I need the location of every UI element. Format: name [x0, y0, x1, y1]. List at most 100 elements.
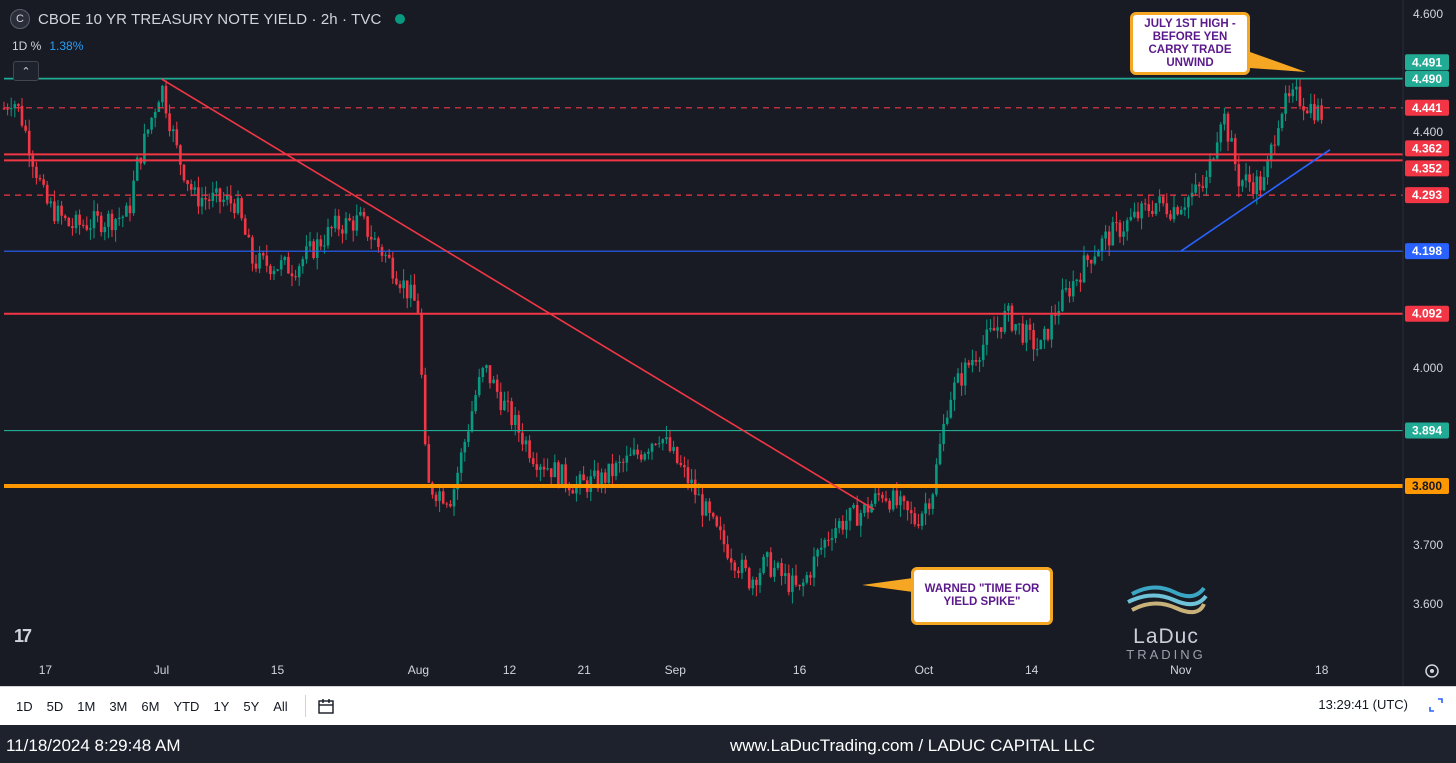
- candle-body: [42, 179, 45, 185]
- candle-body: [103, 226, 107, 233]
- candle-body: [359, 211, 362, 216]
- candle-body: [1079, 279, 1082, 283]
- candle-body: [665, 437, 668, 440]
- candle-body: [1082, 255, 1086, 283]
- range-button-1m[interactable]: 1M: [77, 698, 96, 714]
- candle-body: [506, 400, 510, 402]
- footer-brand: www.LaDucTrading.com / LADUC CAPITAL LLC: [730, 736, 1095, 755]
- candle-body: [445, 503, 449, 505]
- candle-body: [603, 472, 607, 483]
- callout-pointer: [862, 578, 913, 592]
- candle-body: [1172, 207, 1176, 220]
- candle-body: [485, 365, 488, 368]
- candle-body: [726, 544, 729, 559]
- candle-body: [647, 451, 650, 454]
- candle-body: [837, 520, 841, 529]
- candle-body: [269, 265, 272, 275]
- candle-body: [855, 504, 859, 526]
- candle-body: [6, 108, 9, 110]
- candle-body: [1032, 330, 1035, 350]
- candle-body: [1158, 196, 1161, 204]
- candle-body: [107, 213, 110, 227]
- candle-body: [877, 493, 881, 495]
- candle-body: [629, 454, 632, 456]
- candle-body: [99, 215, 103, 233]
- candle-body: [686, 467, 690, 484]
- candle-body: [1266, 159, 1269, 178]
- candle-body: [297, 266, 301, 278]
- candle-body: [168, 113, 171, 132]
- candle-body: [1194, 184, 1197, 193]
- candle-body: [1118, 222, 1122, 237]
- date-range-calendar-icon[interactable]: [316, 696, 336, 716]
- candle-body: [1039, 339, 1043, 350]
- candle-body: [467, 431, 470, 442]
- candle-body: [535, 464, 539, 470]
- candle-body: [492, 379, 495, 384]
- candle-body: [287, 256, 290, 274]
- price-chart[interactable]: 4.491 4.490 4.441 4.362 4.352 4.293 4.198 4.092…: [0, 0, 1456, 686]
- candle-body: [1244, 174, 1248, 181]
- range-button-ytd[interactable]: YTD: [173, 698, 200, 714]
- candle-body: [398, 284, 402, 289]
- candle-body: [1197, 184, 1201, 187]
- symbol-title[interactable]: CBOE 10 YR TREASURY NOTE YIELD · 2h · TV…: [38, 10, 382, 28]
- candle-body: [423, 374, 427, 445]
- candle-body: [449, 503, 452, 507]
- settings-gear-icon[interactable]: [1425, 664, 1439, 678]
- range-button-5y[interactable]: 5Y: [243, 698, 260, 714]
- range-button-1d[interactable]: 1D: [16, 698, 33, 714]
- range-button-5d[interactable]: 5D: [46, 698, 64, 714]
- candle-body: [614, 463, 618, 477]
- callout-yield-spike: WARNED "TIME FOR YIELD SPIKE": [911, 567, 1053, 625]
- y-tick-label: 3.600: [1413, 597, 1443, 611]
- candle-body: [607, 463, 611, 483]
- range-button-3m[interactable]: 3M: [109, 698, 128, 714]
- candle-body: [960, 373, 963, 386]
- candle-body: [1219, 124, 1223, 143]
- chevron-up-icon: ⌃: [21, 65, 31, 78]
- collapse-legend-button[interactable]: ⌃: [13, 61, 39, 81]
- chart-area[interactable]: 4.491 4.490 4.441 4.362 4.352 4.293 4.198 4.092…: [0, 0, 1456, 686]
- candle-body: [524, 440, 528, 445]
- candle-body: [405, 280, 409, 299]
- candle-body: [211, 192, 215, 201]
- price-tag: [1405, 70, 1449, 87]
- candle-body: [729, 558, 733, 563]
- candle-body: [56, 205, 60, 222]
- candle-body: [1259, 176, 1262, 191]
- candle-body: [528, 440, 531, 459]
- callout-pointer: [1250, 52, 1306, 72]
- candle-body: [225, 195, 229, 200]
- candle-body: [481, 367, 485, 377]
- expand-icon[interactable]: [1426, 695, 1446, 715]
- candle-body: [668, 437, 672, 451]
- candle-body: [1007, 305, 1010, 312]
- range-button-all[interactable]: All: [273, 698, 288, 714]
- candle-body: [251, 237, 254, 264]
- candle-body: [981, 344, 985, 361]
- candle-body: [945, 417, 949, 424]
- range-button-1y[interactable]: 1Y: [213, 698, 230, 714]
- candle-body: [135, 157, 139, 181]
- candle-body: [895, 490, 899, 506]
- candle-body: [1226, 113, 1230, 142]
- candle-body: [1237, 164, 1241, 187]
- utc-clock[interactable]: 13:29:41 (UTC): [1318, 697, 1408, 712]
- candle-body: [279, 260, 283, 270]
- candle-body: [204, 197, 207, 200]
- candle-body: [823, 539, 827, 548]
- symbol-header[interactable]: C CBOE 10 YR TREASURY NOTE YIELD · 2h · …: [10, 9, 406, 29]
- candle-body: [1179, 209, 1183, 215]
- candle-body: [521, 432, 524, 445]
- candle-body: [175, 129, 179, 146]
- range-button-6m[interactable]: 6M: [141, 698, 160, 714]
- candle-body: [384, 254, 387, 256]
- candle-body: [683, 465, 686, 468]
- candle-body: [1014, 324, 1017, 331]
- candle-body: [1053, 314, 1057, 316]
- candle-body: [143, 133, 146, 164]
- candle-body: [542, 466, 546, 470]
- candle-body: [1287, 93, 1291, 97]
- tradingview-logo-icon[interactable]: 17: [14, 626, 32, 646]
